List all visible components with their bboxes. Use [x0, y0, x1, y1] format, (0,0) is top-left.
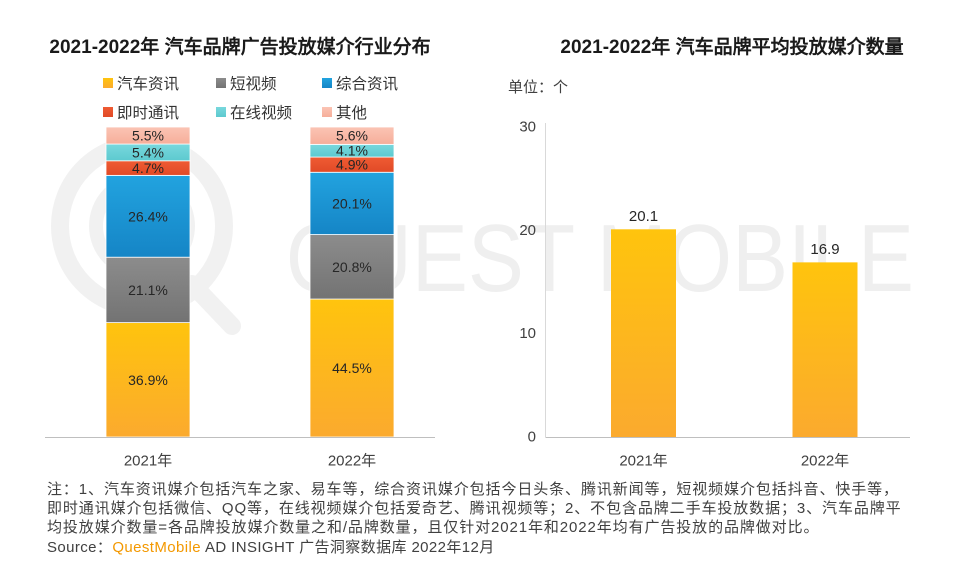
legend-item: 其他: [322, 97, 432, 126]
source-label: Source：: [47, 539, 113, 556]
legend-label: 其他: [336, 104, 368, 122]
bar: [611, 229, 676, 437]
legend-swatch: [103, 77, 113, 88]
data-label: 36.9%: [128, 372, 168, 388]
y-tick-label: 0: [528, 429, 536, 446]
data-label: 26.4%: [128, 208, 168, 224]
chart-title: 2021-2022年 汽车品牌平均投放媒介数量: [560, 37, 904, 58]
bar-chart: 0 10 20 30 20.1 2021年 16.9 2022年: [519, 119, 910, 470]
y-tick-label: 20: [519, 222, 536, 239]
legend-swatch: [322, 106, 332, 117]
bar-segment: [309, 171, 395, 235]
bar-segment: [309, 126, 395, 145]
note-line: 均投放媒介数量=各品牌投放媒介数量之和/品牌数量，且仅针对2021年和2022年…: [47, 519, 820, 536]
data-label: 16.9: [810, 241, 839, 258]
legend-swatch: [103, 106, 113, 117]
data-label: 4.1%: [336, 143, 368, 159]
note-line: 注：1、汽车资讯媒介包括汽车之家、易车等，综合资讯媒介包括今日头条、腾讯新闻等，…: [47, 481, 899, 498]
bar-segment: [105, 256, 191, 324]
data-label: 5.6%: [336, 128, 368, 144]
footer-notes: 注：1、汽车资讯媒介包括汽车之家、易车等，综合资讯媒介包括今日头条、腾讯新闻等，…: [47, 480, 902, 557]
source-brand: QuestMobile: [112, 539, 201, 556]
x-tick-label: 2022年: [801, 453, 849, 470]
chart-title: 2021-2022年 汽车品牌广告投放媒介行业分布: [49, 37, 431, 58]
bar-segment: [105, 174, 191, 258]
data-label: 4.7%: [132, 160, 164, 176]
x-tick-label: 2022年: [328, 453, 376, 470]
data-label: 44.5%: [332, 360, 372, 376]
legend-label: 综合资讯: [336, 75, 399, 93]
data-label: 20.1: [629, 208, 658, 225]
legend-label: 在线视频: [230, 104, 293, 122]
data-label: 21.1%: [128, 282, 168, 298]
legend-swatch: [216, 106, 226, 117]
legend-swatch: [216, 77, 226, 88]
source-text: AD INSIGHT 广告洞察数据库 2022年12月: [204, 539, 495, 556]
y-tick-label: 30: [519, 119, 536, 136]
stacked-bar-chart: 36.9% 21.1% 26.4% 4.7%5.4%5.5% 2021年 44.5% 20.…: [45, 126, 435, 470]
y-tick-label: 10: [519, 325, 536, 342]
bar-segment: [105, 322, 191, 438]
stacked-bar: 36.9% 21.1% 26.4% 4.7%5.4%5.5%: [105, 126, 191, 438]
x-tick-label: 2021年: [124, 453, 172, 470]
bar-segment: [309, 298, 395, 438]
legend-item: 即时通讯: [103, 97, 216, 126]
bar-segment: [309, 234, 395, 300]
data-label: 20.1%: [332, 195, 372, 211]
legend-item: 在线视频: [216, 97, 322, 126]
data-label: 20.8%: [332, 259, 372, 275]
x-tick-label: 2021年: [619, 453, 667, 470]
unit-label: 单位：个: [508, 79, 569, 96]
legend-label: 即时通讯: [117, 104, 180, 122]
stacked-bar: 44.5% 20.8% 20.1% 4.9%4.1%5.6%: [309, 126, 395, 438]
legend-item: 综合资讯: [322, 68, 432, 97]
bar-segment: [105, 126, 191, 145]
legend-label: 短视频: [230, 75, 277, 93]
data-label: 5.5%: [132, 128, 164, 144]
legend-label: 汽车资讯: [117, 75, 180, 93]
data-label: 5.4%: [132, 144, 164, 160]
note-line: 即时通讯媒介包括微信、QQ等，在线视频媒介包括爱奇艺、腾讯视频等；2、不包含品牌…: [47, 500, 902, 517]
source-line: Source：QuestMobile AD INSIGHT 广告洞察数据库 202…: [47, 538, 902, 557]
bar: [792, 262, 858, 437]
legend-item: 汽车资讯: [103, 68, 216, 97]
legend-item: 短视频: [216, 68, 322, 97]
legend: 汽车资讯 短视频 综合资讯 即时通讯 在线视频 其他: [103, 68, 432, 126]
data-label: 4.9%: [336, 157, 368, 173]
legend-swatch: [322, 77, 332, 88]
